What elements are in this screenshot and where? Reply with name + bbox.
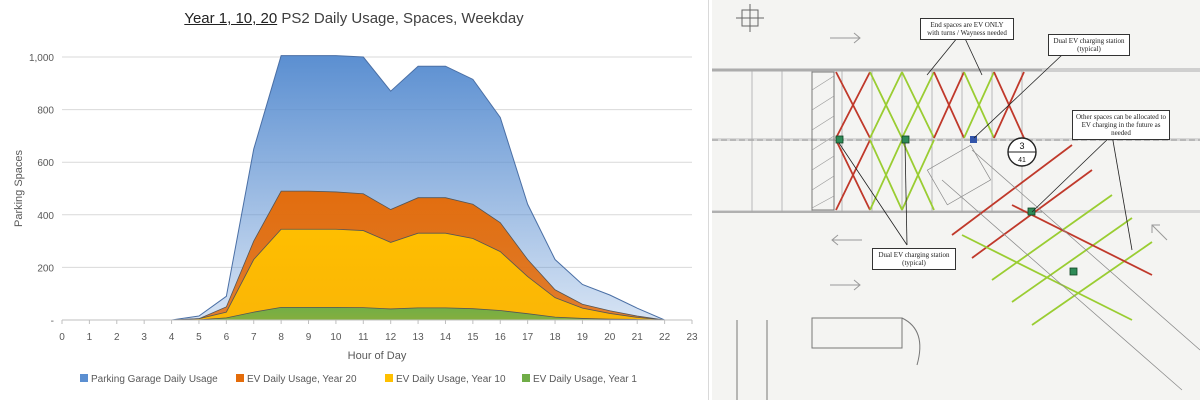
detail-tag-number: 3 [1019, 141, 1024, 151]
y-axis-title: Parking Spaces [13, 149, 25, 227]
x-tick-label: 1 [87, 332, 93, 343]
note-dual-charger-bottom: Dual EV charging station (typical) [872, 248, 956, 270]
x-tick-label: 21 [632, 332, 644, 343]
y-tick-label: 200 [37, 263, 54, 274]
legend-label: Parking Garage Daily Usage [91, 374, 218, 385]
detail-tag-sheet: 41 [1018, 157, 1026, 164]
x-tick-label: 23 [686, 332, 698, 343]
legend-swatch [522, 374, 530, 382]
y-tick-label: 800 [37, 106, 54, 117]
y-tick-label: 600 [37, 158, 54, 169]
x-tick-label: 3 [141, 332, 147, 343]
x-tick-label: 12 [385, 332, 397, 343]
y-tick-label: 400 [37, 211, 54, 222]
legend-swatch [80, 374, 88, 382]
legend-label: EV Daily Usage, Year 20 [247, 374, 357, 385]
x-tick-label: 9 [306, 332, 312, 343]
note-other-spaces: Other spaces can be allocated to EV char… [1072, 110, 1170, 140]
x-tick-label: 8 [278, 332, 284, 343]
y-tick-label: - [51, 316, 54, 327]
x-tick-label: 16 [495, 332, 507, 343]
legend-label: EV Daily Usage, Year 1 [533, 374, 637, 385]
x-tick-label: 18 [549, 332, 561, 343]
x-tick-label: 7 [251, 332, 257, 343]
x-tick-label: 11 [358, 332, 369, 343]
note-dual-charger-top: Dual EV charging station (typical) [1048, 34, 1130, 56]
x-tick-label: 15 [467, 332, 479, 343]
parking-plan-svg: 3 41 [712, 4, 1200, 400]
x-tick-label: 4 [169, 332, 175, 343]
x-axis-title: Hour of Day [348, 350, 407, 362]
x-tick-label: 6 [224, 332, 230, 343]
legend-swatch [236, 374, 244, 382]
legend-swatch [385, 374, 393, 382]
x-tick-label: 19 [577, 332, 589, 343]
x-tick-label: 0 [59, 332, 65, 343]
legend-label: EV Daily Usage, Year 10 [396, 374, 506, 385]
x-tick-label: 5 [196, 332, 202, 343]
parking-plan-drawing: 3 41 End spaces are [712, 0, 1200, 400]
y-tick-label: 1,000 [29, 53, 54, 64]
x-tick-label: 2 [114, 332, 120, 343]
x-tick-label: 17 [522, 332, 534, 343]
x-tick-label: 22 [659, 332, 671, 343]
chart-title-emphasis: Year 1, 10, 20 [184, 10, 278, 27]
x-tick-label: 20 [604, 332, 616, 343]
chart-panel: Year 1, 10, 20 PS2 Daily Usage, Spaces, … [0, 0, 709, 400]
x-tick-label: 13 [413, 332, 425, 343]
x-tick-label: 14 [440, 332, 452, 343]
x-tick-label: 10 [330, 332, 342, 343]
chart-title: Year 1, 10, 20 PS2 Daily Usage, Spaces, … [0, 10, 708, 27]
note-end-spaces: End spaces are EV ONLY with turns / Wayn… [920, 18, 1014, 40]
chart-title-rest: PS2 Daily Usage, Spaces, Weekday [277, 10, 524, 27]
